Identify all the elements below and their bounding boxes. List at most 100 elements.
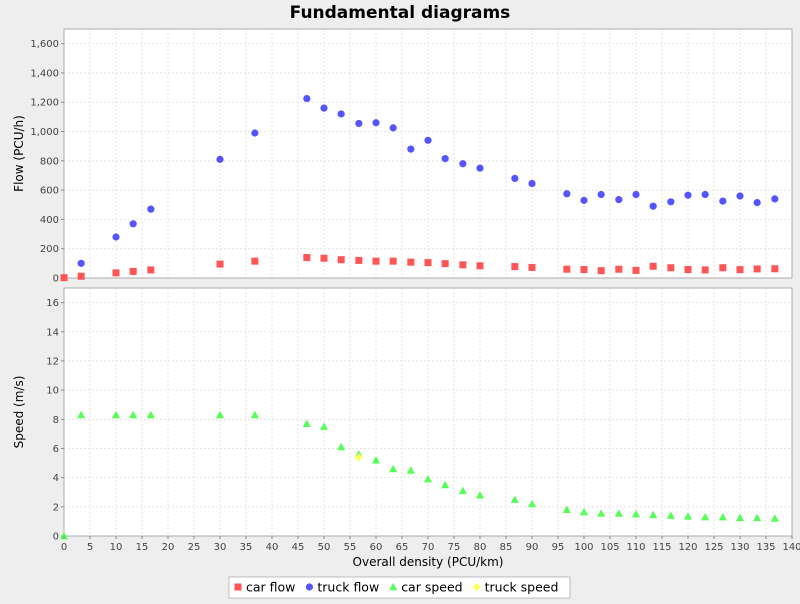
y-tick-label: 1,200 [30, 98, 59, 109]
car-speed-point [320, 422, 328, 430]
truck-flow-point [632, 190, 640, 199]
car-flow-point [147, 266, 155, 274]
y-tick-label: 800 [40, 156, 59, 167]
y-tick-label: 12 [46, 356, 59, 367]
car-speed-point [753, 513, 762, 522]
car-flow-point [389, 257, 397, 265]
truck-flow-point [528, 179, 536, 188]
x-tick-label: 135 [756, 542, 775, 553]
car-flow-point [563, 265, 571, 273]
truck-flow-point [77, 259, 85, 267]
y-axis-label: Speed (m/s) [12, 376, 26, 449]
y-tick-label: 14 [46, 327, 59, 338]
car-speed-point [250, 410, 259, 419]
y-tick-label: 2 [53, 502, 59, 513]
x-tick-label: 110 [626, 542, 645, 553]
legend-label-car-speed: car speed [401, 580, 462, 595]
truck-flow-point [719, 197, 727, 205]
y-tick-label: 400 [40, 215, 59, 226]
truck-flow-point [216, 155, 224, 163]
x-tick-label: 85 [500, 542, 513, 553]
truck-flow-point [407, 145, 415, 153]
y-tick-label: 4 [53, 473, 59, 484]
y-tick-label: 16 [46, 298, 59, 309]
car-speed-point [649, 510, 658, 519]
car-speed-point [632, 509, 640, 518]
car-speed-point [424, 474, 432, 483]
truck-flow-point [667, 198, 675, 206]
x-axis-label: Overall density (PCU/km) [353, 555, 504, 569]
truck-flow-point [684, 191, 692, 199]
car-flow-point [251, 257, 259, 265]
x-tick-label: 95 [552, 542, 565, 553]
car-speed-point [406, 466, 415, 474]
truck-flow-point [372, 119, 380, 127]
car-flow-point [407, 258, 415, 266]
car-flow-point [719, 264, 727, 272]
x-tick-label: 60 [370, 542, 383, 553]
legend-marker-car-speed [389, 582, 398, 591]
car-flow-point [303, 253, 311, 261]
y-tick-label: 200 [40, 244, 59, 255]
y-tick-label: 1,600 [30, 39, 59, 50]
y-tick-label: 600 [40, 186, 59, 197]
car-speed-point [562, 505, 571, 514]
car-flow-point [632, 266, 640, 274]
car-flow-point [771, 265, 779, 273]
legend-box [228, 576, 571, 599]
car-flow-point [372, 257, 380, 265]
x-tick-label: 30 [214, 542, 227, 553]
car-speed-point [77, 410, 86, 419]
car-speed-point [718, 512, 727, 521]
truck-flow-point [597, 190, 605, 199]
car-flow-point [112, 269, 120, 277]
truck-flow-point [303, 94, 311, 103]
car-flow-point [60, 274, 68, 282]
car-flow-point [736, 266, 744, 274]
x-tick-label: 50 [318, 542, 331, 553]
car-speed-point [528, 499, 536, 508]
truck-flow-point [441, 155, 449, 163]
x-tick-label: 115 [652, 542, 671, 553]
x-tick-label: 45 [292, 542, 305, 553]
car-flow-point [459, 261, 467, 269]
x-tick-label: 80 [474, 542, 487, 553]
y-axis-label: Flow (PCU/h) [12, 115, 26, 192]
truck-flow-point [424, 136, 432, 144]
truck-flow-point [511, 174, 519, 182]
x-tick-label: 140 [782, 542, 800, 553]
legend: car flow truck flow car speed truck speed [228, 576, 571, 599]
car-flow-point [77, 272, 85, 280]
car-flow-point [649, 262, 657, 270]
car-flow-point [511, 263, 519, 271]
truck-speed-point [354, 453, 363, 462]
car-speed-point [337, 442, 346, 451]
car-flow-point [580, 266, 588, 274]
y-tick-label: 1,400 [30, 68, 59, 79]
car-flow-point [753, 265, 761, 273]
car-flow-point [476, 262, 484, 270]
truck-flow-point [580, 196, 588, 204]
truck-flow-point [771, 195, 779, 203]
car-speed-point [770, 514, 779, 522]
x-tick-label: 5 [87, 542, 93, 553]
x-tick-label: 130 [730, 542, 749, 553]
legend-label-car-flow: car flow [246, 580, 295, 595]
car-speed-point [389, 464, 398, 473]
truck-flow-point [112, 233, 120, 241]
car-speed-point [614, 509, 623, 517]
x-tick-label: 15 [136, 542, 149, 553]
x-tick-label: 55 [344, 542, 357, 553]
car-speed-point [701, 512, 710, 521]
car-speed-point [129, 410, 138, 419]
x-tick-label: 90 [526, 542, 539, 553]
truck-flow-point [147, 205, 155, 213]
car-speed-point [684, 512, 692, 520]
y-tick-label: 0 [53, 532, 59, 543]
car-flow-point [701, 266, 709, 274]
truck-flow-point [389, 124, 397, 132]
car-flow-point [337, 256, 345, 264]
legend-marker-truck-flow [305, 583, 313, 591]
car-speed-point [60, 531, 68, 540]
truck-flow-point [355, 119, 363, 128]
